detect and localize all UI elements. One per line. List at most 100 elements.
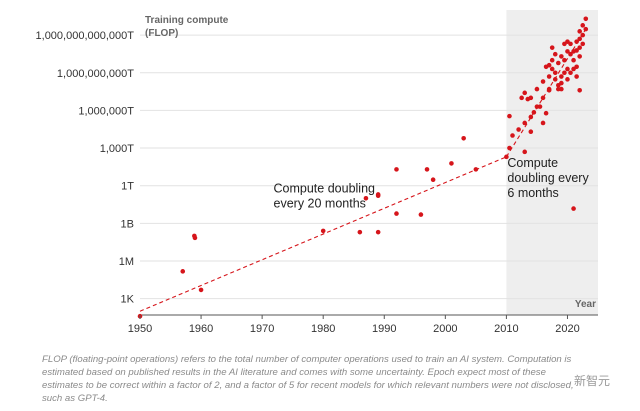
- y-tick-labels: 1K 1M 1B 1T 1,000T 1,000,000T 1,000,000,000T 1,…: [36, 30, 135, 306]
- data-point: [571, 206, 576, 211]
- data-point: [574, 39, 579, 44]
- y-tick-label: 1,000T: [100, 143, 135, 155]
- data-point: [519, 95, 524, 101]
- data-point: [552, 70, 558, 76]
- data-point: [198, 287, 204, 293]
- annotation-line: 6 months: [507, 186, 558, 200]
- data-point: [430, 177, 436, 183]
- data-point: [549, 45, 555, 50]
- data-point: [568, 70, 573, 76]
- x-tick-label: 1980: [311, 323, 335, 335]
- data-point: [531, 110, 537, 115]
- data-point: [540, 79, 546, 84]
- data-point: [424, 167, 430, 172]
- data-point: [363, 195, 369, 201]
- x-tick-label: 2020: [555, 323, 579, 335]
- data-point: [528, 95, 534, 101]
- footnote: FLOP (floating-point operations) refers …: [42, 354, 574, 404]
- y-axis-title-line: (FLOP): [145, 28, 178, 39]
- data-point: [375, 193, 381, 199]
- data-point: [556, 60, 561, 66]
- annotation-text: Compute doubling every 6 months: [507, 156, 589, 200]
- y-tick-label: 1T: [121, 181, 134, 193]
- data-point: [580, 32, 586, 38]
- data-point: [571, 57, 576, 63]
- data-point: [568, 41, 573, 47]
- data-point: [580, 41, 586, 47]
- data-point: [552, 51, 558, 57]
- data-point: [418, 212, 424, 217]
- data-points: [137, 16, 589, 319]
- x-axis-title: Year: [575, 299, 596, 310]
- annotation-text: Compute doubling every 20 months: [274, 181, 376, 210]
- y-tick-label: 1,000,000,000,000T: [36, 30, 135, 42]
- data-point: [552, 77, 558, 82]
- data-point: [565, 77, 570, 82]
- data-point: [516, 127, 521, 132]
- annotation-line: Compute: [507, 156, 558, 170]
- x-tick-label: 2000: [433, 323, 457, 335]
- data-point: [394, 167, 399, 172]
- data-point: [577, 87, 582, 93]
- data-point: [574, 64, 579, 70]
- data-point: [540, 95, 546, 101]
- data-point: [577, 29, 582, 34]
- data-point: [577, 54, 582, 59]
- data-point: [507, 145, 512, 151]
- data-point: [565, 49, 570, 54]
- data-point: [546, 87, 552, 93]
- data-point: [546, 62, 552, 68]
- data-point: [534, 86, 540, 92]
- data-point: [522, 90, 528, 96]
- data-point: [507, 113, 512, 119]
- data-point: [320, 228, 326, 234]
- data-point: [568, 51, 573, 57]
- data-point: [577, 36, 582, 42]
- data-point: [357, 229, 363, 235]
- data-point: [522, 120, 528, 126]
- x-tick-label: 1970: [250, 323, 274, 335]
- trend-line: [139, 156, 507, 312]
- data-point: [461, 135, 466, 141]
- y-axis-title: Training compute (FLOP): [145, 15, 229, 39]
- data-point: [574, 48, 579, 53]
- x-tick-label: 1950: [128, 323, 152, 335]
- data-point: [192, 235, 198, 241]
- y-tick-label: 1B: [121, 218, 134, 230]
- annotation-line: doubling every: [507, 171, 589, 185]
- y-axis-title-line: Training compute: [145, 15, 229, 26]
- data-point: [449, 161, 454, 166]
- data-point: [562, 57, 567, 63]
- data-point: [565, 66, 570, 72]
- trend-lines: [139, 28, 587, 312]
- data-point: [540, 120, 546, 126]
- data-point: [522, 149, 528, 155]
- x-tick-label: 1990: [372, 323, 396, 335]
- x-tick-label: 1960: [189, 323, 213, 335]
- data-point: [546, 74, 552, 79]
- annotations: Compute doubling every 20 months Compute do…: [274, 156, 590, 210]
- data-point: [394, 211, 399, 216]
- data-point: [559, 80, 564, 86]
- watermark: 新智元: [573, 374, 610, 388]
- data-point: [180, 269, 186, 274]
- y-tick-label: 1K: [121, 294, 135, 306]
- data-point: [574, 74, 579, 79]
- annotation-line: every 20 months: [274, 196, 366, 210]
- compute-trend-chart: 1K 1M 1B 1T 1,000T 1,000,000T 1,000,000,000T 1,…: [36, 10, 598, 335]
- data-point: [583, 16, 589, 22]
- data-point: [559, 74, 564, 79]
- annotation-line: Compute doubling: [274, 181, 376, 195]
- y-tick-label: 1,000,000T: [78, 105, 134, 117]
- y-tick-label: 1,000,000,000T: [57, 68, 134, 80]
- gridlines: [140, 34, 598, 300]
- data-point: [559, 86, 564, 92]
- data-point: [528, 129, 534, 135]
- data-point: [375, 229, 381, 235]
- data-point: [549, 57, 555, 63]
- data-point: [549, 66, 555, 72]
- data-point: [504, 154, 509, 160]
- data-point: [577, 45, 582, 50]
- data-point: [562, 70, 567, 76]
- x-tick-label: 2010: [494, 323, 518, 335]
